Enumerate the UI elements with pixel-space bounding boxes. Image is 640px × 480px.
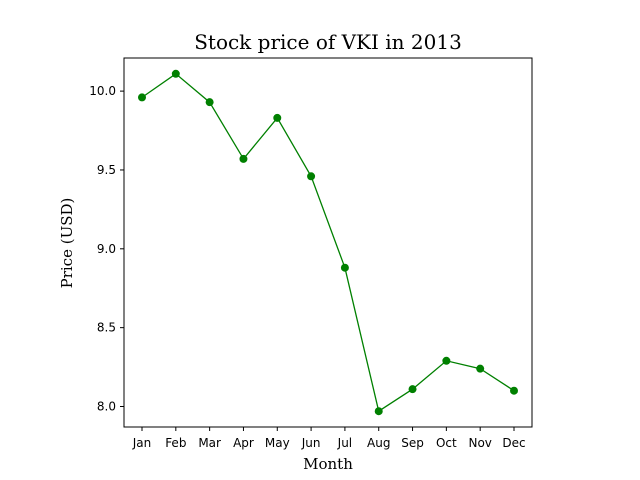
data-point-feb bbox=[171, 69, 180, 78]
y-tick-label: 10.0 bbox=[89, 84, 116, 98]
x-tick-label: Oct bbox=[436, 436, 457, 450]
data-point-jan bbox=[138, 93, 146, 102]
x-tick-label: Sep bbox=[401, 436, 424, 450]
series-layer bbox=[138, 69, 518, 416]
data-point-apr bbox=[239, 154, 248, 163]
data-point-jun bbox=[307, 172, 316, 181]
data-point-oct bbox=[442, 356, 451, 365]
x-tick-label: Apr bbox=[233, 436, 254, 450]
chart-title: Stock price of VKI in 2013 bbox=[194, 30, 462, 54]
data-point-sep bbox=[408, 385, 417, 394]
x-tick-label: Jul bbox=[337, 436, 352, 450]
y-axis-label: Price (USD) bbox=[58, 198, 76, 289]
y-axis: 8.0 8.5 9.0 9.5 10.0 bbox=[89, 84, 124, 414]
plot-area-frame bbox=[123, 57, 533, 428]
data-point-jul bbox=[340, 263, 349, 272]
y-tick-label: 8.5 bbox=[97, 321, 116, 335]
series-line bbox=[141, 72, 515, 413]
x-axis: Jan Feb Mar Apr May Jun Jul Aug Sep Oct Nov Dec bbox=[132, 427, 526, 450]
x-tick-label: Mar bbox=[198, 436, 221, 450]
data-point-aug bbox=[374, 407, 383, 416]
data-point-nov bbox=[476, 364, 485, 373]
data-point-mar bbox=[205, 98, 214, 107]
x-tick-label: May bbox=[265, 436, 290, 450]
x-axis-label: Month bbox=[303, 455, 353, 473]
x-tick-label: Nov bbox=[468, 436, 491, 450]
x-tick-label: Aug bbox=[367, 436, 390, 450]
x-tick-label: Dec bbox=[502, 436, 525, 450]
x-tick-label: Jan bbox=[132, 436, 152, 450]
y-tick-label: 8.0 bbox=[97, 400, 116, 414]
data-point-may bbox=[273, 113, 282, 122]
y-tick-label: 9.5 bbox=[97, 163, 116, 177]
data-point-dec bbox=[510, 386, 518, 395]
y-tick-label: 9.0 bbox=[97, 242, 116, 256]
x-tick-label: Jun bbox=[301, 436, 321, 450]
x-tick-label: Feb bbox=[165, 436, 186, 450]
